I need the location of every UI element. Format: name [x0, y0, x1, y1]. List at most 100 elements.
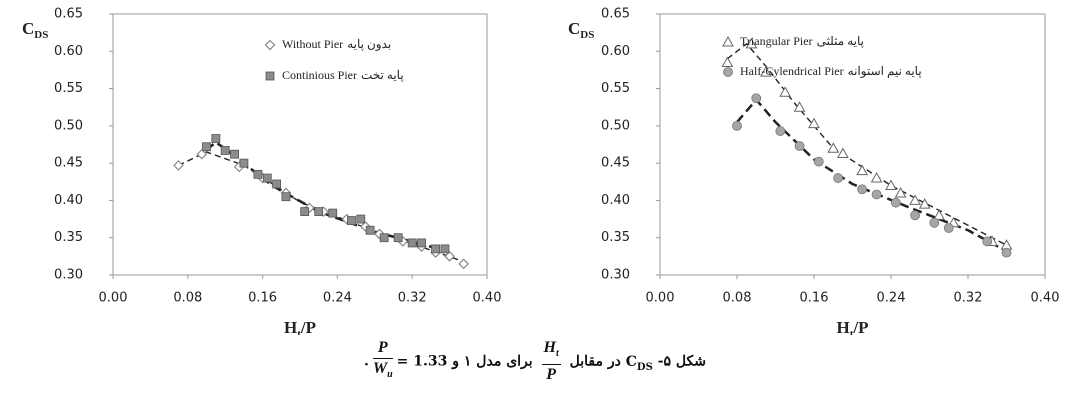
point: [813, 156, 824, 167]
x-tick-label: 0.00: [646, 291, 675, 306]
x-tick-label: 0.16: [248, 291, 277, 306]
frac-den: P: [546, 366, 557, 384]
x-tick-label: 0.24: [877, 291, 906, 306]
legend-label: Half-Cylendrical Pier: [740, 64, 844, 78]
point: [857, 184, 868, 195]
point: [220, 146, 230, 155]
legend-label: Continious Pier: [282, 68, 357, 82]
legend-label-fa: بدون پایه: [347, 37, 391, 51]
x-tick-label: 0.16: [800, 291, 829, 306]
point: [444, 251, 455, 262]
point: [890, 197, 901, 208]
point: [417, 238, 426, 248]
point: [856, 164, 868, 176]
y-label-sub: DS: [34, 29, 48, 41]
y-tick-label: 0.45: [54, 156, 83, 171]
point: [808, 117, 820, 129]
y-axis-label: CDS: [22, 19, 48, 41]
frac-num: P: [372, 338, 393, 359]
y-tick-label: 0.50: [601, 118, 630, 133]
frac-num: H: [543, 339, 556, 356]
point: [379, 233, 389, 243]
legend-marker: [723, 67, 733, 77]
y-axis-label: CDS: [568, 19, 594, 41]
point: [933, 209, 945, 220]
point: [458, 258, 469, 270]
x-label-main: H: [836, 318, 849, 335]
point: [230, 149, 239, 159]
point: [356, 214, 366, 224]
point: [196, 148, 208, 160]
y-label-main: C: [22, 19, 34, 38]
y-tick-label: 0.30: [601, 268, 630, 283]
x-label-end: /P: [852, 318, 868, 335]
legend-marker: [264, 39, 276, 51]
x-tick-label: 0.40: [1031, 291, 1060, 306]
y-tick-label: 0.60: [54, 44, 83, 59]
legend-label-fa: پایه تخت: [361, 68, 404, 82]
caption-fraction: Ht P: [541, 338, 561, 385]
x-tick-label: 0.32: [398, 291, 427, 306]
point: [393, 233, 403, 243]
point: [360, 221, 371, 232]
point: [202, 142, 211, 152]
point: [721, 56, 734, 67]
point: [833, 173, 843, 183]
point: [407, 238, 417, 248]
point: [431, 244, 440, 254]
x-tick-label: 0.08: [723, 291, 752, 306]
point: [239, 158, 249, 168]
x-label-sub: t: [297, 328, 301, 335]
frac-den: W: [372, 360, 388, 377]
legend-label-fa: پایه نیم استوانه: [848, 64, 922, 78]
y-tick-label: 0.55: [54, 81, 83, 96]
point: [253, 169, 263, 179]
x-axis-label: Ht/P: [836, 318, 868, 335]
point: [304, 202, 315, 214]
point: [374, 228, 385, 240]
y-label-main: C: [568, 19, 580, 38]
point: [328, 208, 338, 218]
x-tick-label: 0.32: [954, 291, 983, 306]
point: [910, 210, 920, 221]
point: [300, 207, 310, 217]
caption-end: .: [364, 353, 369, 370]
point: [870, 172, 883, 183]
point: [347, 216, 356, 225]
point: [775, 126, 786, 136]
x-tick-label: 0.08: [173, 291, 202, 306]
point: [211, 134, 221, 143]
point: [885, 179, 897, 191]
legend-label: Triangular Pier: [740, 34, 813, 48]
y-tick-label: 0.50: [54, 118, 83, 133]
caption: شکل ۵- CDS در مقابل Ht P برای مدل ۱ و P Wu…: [0, 338, 1070, 385]
point: [779, 86, 791, 97]
y-tick-label: 0.55: [601, 81, 630, 96]
frac-num-sub: t: [556, 348, 559, 360]
trend-line: [178, 151, 464, 263]
point: [909, 194, 921, 205]
point: [918, 198, 931, 209]
point: [365, 225, 375, 235]
point: [1001, 247, 1012, 258]
point: [281, 192, 291, 202]
y-tick-label: 0.65: [601, 7, 630, 22]
y-tick-label: 0.35: [54, 230, 83, 245]
point: [314, 207, 324, 217]
charts: 0.30 0.35 0.40 0.45 0.50 0.55 0.60 0.65 0.00 0.08…: [22, 7, 1060, 340]
point: [760, 66, 772, 77]
x-label-sub: t: [850, 328, 854, 335]
caption-c: C: [625, 353, 637, 370]
point: [173, 160, 184, 171]
point: [794, 141, 805, 151]
legend-marker: [722, 35, 734, 47]
point: [751, 93, 762, 104]
point: [943, 223, 954, 233]
point: [793, 101, 806, 112]
y-tick-label: 0.45: [601, 156, 630, 171]
point: [982, 236, 993, 247]
caption-c-sub: DS: [636, 361, 653, 373]
frac-den-sub: u: [387, 369, 393, 381]
caption-mid: در مقابل: [569, 353, 621, 370]
y-tick-label: 0.65: [54, 7, 83, 22]
